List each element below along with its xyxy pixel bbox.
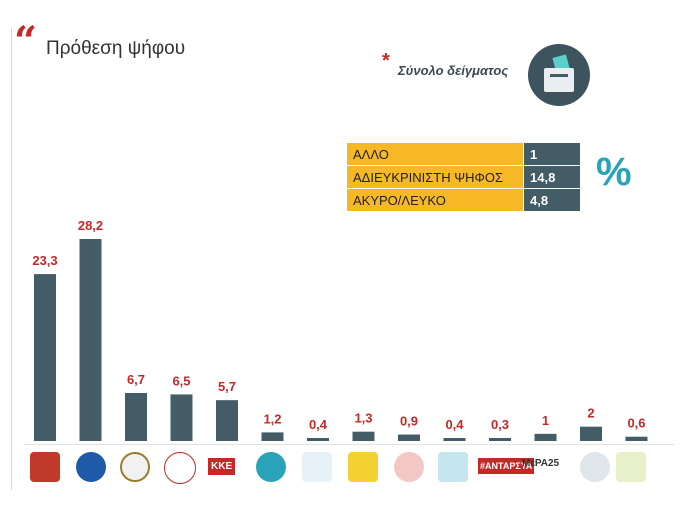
other-responses-table: ΑΛΛΟ 1 ΑΔΙΕΥΚΡΙΝΙΣΤΗ ΨΗΦΟΣ 14,8 ΑΚΥΡΟ/ΛΕ… [346,142,581,212]
party-logo-syriza-icon [30,452,60,482]
sample-star: * [382,50,390,72]
party-logo-plefsi-icon [438,452,468,482]
bar-value-label: 6,7 [127,372,145,387]
party-logo-ea-icon [580,452,610,482]
bar-value-label: 28,2 [78,218,103,233]
bar [580,426,602,441]
ballot-box-icon [528,44,590,106]
bar [398,434,420,441]
row-label: ΑΛΛΟ [346,142,524,166]
bar [534,433,557,441]
bar [352,431,375,441]
party-logo-ek-icon [348,452,378,482]
bar-value-label: 1,2 [263,411,281,426]
bar [443,438,466,441]
bar [125,393,147,441]
bar-value-label: 0,4 [445,417,464,432]
quote-mark-icon: “ [14,18,38,65]
left-rule [11,28,12,490]
bar [216,400,238,441]
chart-baseline [24,444,674,445]
row-value: 1 [523,142,581,166]
row-value: 4,8 [523,188,581,212]
bar-value-label: 23,3 [32,253,57,268]
table-row: ΑΚΥΡΟ/ΛΕΥΚΟ 4,8 [346,188,581,212]
party-logo-kke: ΚΚΕ [208,458,236,475]
percent-sign: % [596,150,632,194]
party-logo-mera25: ΜέΡΑ25 [522,458,560,469]
row-value: 14,8 [523,165,581,189]
table-row: ΑΛΛΟ 1 [346,142,581,166]
party-logo-anexartitoi-icon [302,452,332,482]
bar-value-label: 1,3 [354,411,372,426]
party-logo-xa-icon [120,452,150,482]
party-logo-antarsya: #ΑΝΤΑΡΣΥΑ [478,458,535,474]
bar-value-label: 0,3 [491,417,509,432]
bar [79,239,102,441]
bar-value-label: 0,6 [627,416,645,431]
party-logo-kinal-icon [164,452,196,484]
bar [34,274,56,441]
row-label: ΑΚΥΡΟ/ΛΕΥΚΟ [346,188,524,212]
party-logo-potami-icon [256,452,286,482]
party-logo-nd-icon [76,452,106,482]
bar [261,432,284,441]
bar-value-label: 2 [587,406,594,421]
bar-value-label: 0,4 [309,417,328,432]
bar [489,438,511,441]
bar-value-label: 0,9 [400,414,418,429]
party-logo-ecologists-icon [616,452,646,482]
bar [170,394,193,441]
bar-value-label: 6,5 [172,373,190,388]
bar [307,438,329,441]
sample-label: Σύνολο δείγματος [398,63,509,78]
bar [625,436,648,441]
bar-value-label: 1 [542,413,549,428]
page-title: Πρόθεση ψήφου [46,38,186,59]
bar-value-label: 5,7 [218,379,236,394]
party-logo-le-icon [394,452,424,482]
